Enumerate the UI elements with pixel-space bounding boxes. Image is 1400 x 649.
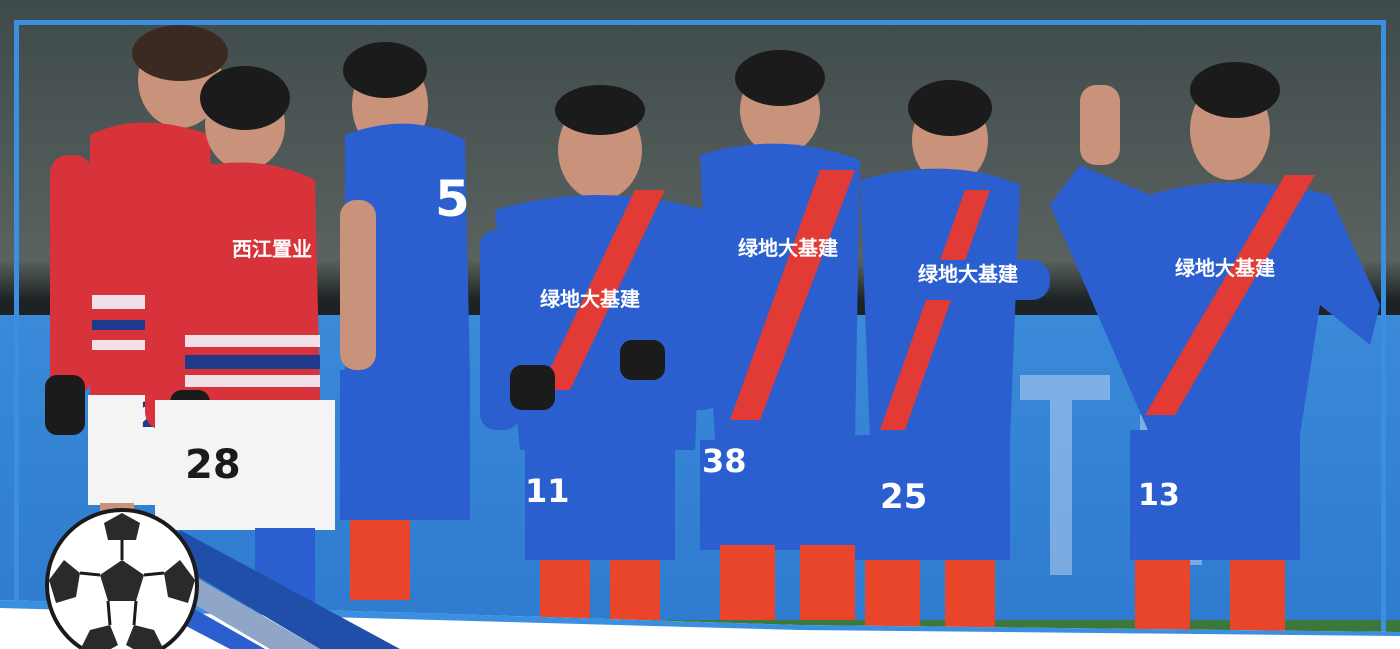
home-player-2 (480, 85, 720, 620)
home-player-2-sponsor: 绿地大基建 (540, 287, 640, 311)
decorative-frame (14, 20, 1386, 649)
home-player-2-number: 11 (525, 472, 570, 510)
home-player-5 (1050, 62, 1380, 645)
home-player-3 (700, 50, 860, 620)
home-player-4 (855, 80, 1050, 635)
home-player-1 (340, 42, 470, 600)
home-player-1-number: 5 (435, 170, 470, 228)
away-player-2 (145, 66, 335, 608)
home-player-3-sponsor: 绿地大基建 (738, 236, 838, 260)
home-player-3-number: 38 (702, 442, 747, 480)
home-player-5-sponsor: 绿地大基建 (1175, 256, 1275, 280)
away-player-2-sponsor: 西江置业 (232, 237, 312, 261)
home-player-4-sponsor: 绿地大基建 (918, 262, 1018, 286)
soccer-ball-icon (45, 508, 199, 649)
home-player-4-number: 25 (880, 477, 928, 517)
home-player-5-number: 13 (1138, 478, 1180, 513)
away-player-2-number: 28 (185, 442, 241, 488)
